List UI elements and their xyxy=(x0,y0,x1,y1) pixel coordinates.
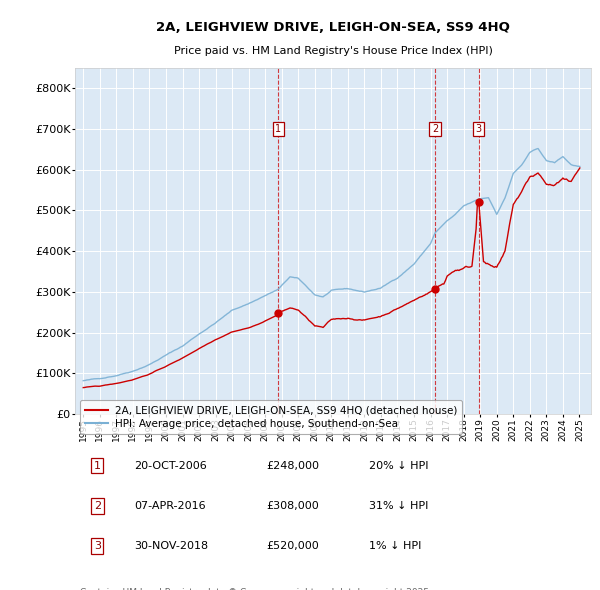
Text: 1% ↓ HPI: 1% ↓ HPI xyxy=(369,541,421,551)
Legend: 2A, LEIGHVIEW DRIVE, LEIGH-ON-SEA, SS9 4HQ (detached house), HPI: Average price,: 2A, LEIGHVIEW DRIVE, LEIGH-ON-SEA, SS9 4… xyxy=(80,400,462,434)
Text: 1: 1 xyxy=(275,124,281,134)
Text: 31% ↓ HPI: 31% ↓ HPI xyxy=(369,501,428,511)
Text: Contains HM Land Registry data © Crown copyright and database right 2025.
This d: Contains HM Land Registry data © Crown c… xyxy=(80,588,432,590)
Text: 3: 3 xyxy=(476,124,482,134)
Text: 3: 3 xyxy=(94,541,101,551)
Text: £520,000: £520,000 xyxy=(266,541,319,551)
Text: £308,000: £308,000 xyxy=(266,501,319,511)
Text: 20-OCT-2006: 20-OCT-2006 xyxy=(134,461,207,471)
Text: 2A, LEIGHVIEW DRIVE, LEIGH-ON-SEA, SS9 4HQ: 2A, LEIGHVIEW DRIVE, LEIGH-ON-SEA, SS9 4… xyxy=(156,21,510,34)
Text: Price paid vs. HM Land Registry's House Price Index (HPI): Price paid vs. HM Land Registry's House … xyxy=(173,46,493,56)
Text: 20% ↓ HPI: 20% ↓ HPI xyxy=(369,461,428,471)
Text: 07-APR-2016: 07-APR-2016 xyxy=(134,501,206,511)
Text: 2: 2 xyxy=(94,501,101,511)
Text: £248,000: £248,000 xyxy=(266,461,319,471)
Text: 2: 2 xyxy=(432,124,438,134)
Text: 30-NOV-2018: 30-NOV-2018 xyxy=(134,541,208,551)
Text: 1: 1 xyxy=(94,461,101,471)
